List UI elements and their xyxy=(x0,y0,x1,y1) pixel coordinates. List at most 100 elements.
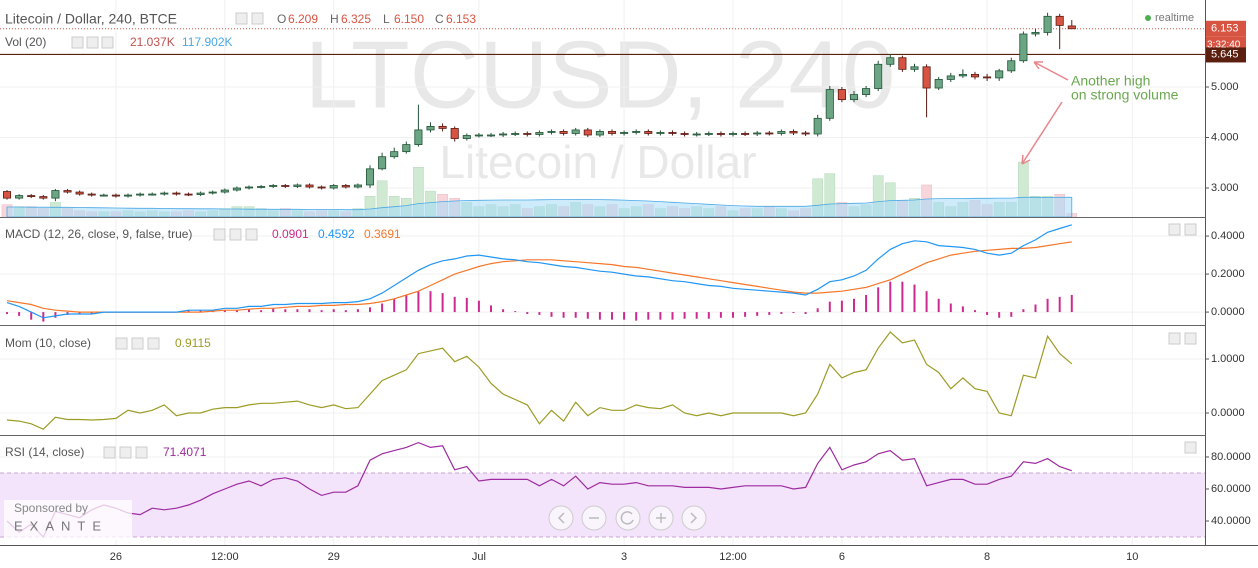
icon-eye[interactable] xyxy=(103,446,116,459)
icon-close[interactable] xyxy=(101,36,114,49)
macd-legend-name: MACD (12, 26, close, 9, false, true) xyxy=(5,227,192,241)
ohlc-legend-value: 6.150 xyxy=(394,12,424,26)
marks-layer xyxy=(0,12,1205,539)
candle-body xyxy=(970,73,980,78)
candle-body xyxy=(184,193,193,196)
icon-pane-up[interactable] xyxy=(1168,223,1181,236)
sponsor-label: Sponsored by xyxy=(14,501,88,515)
candle-body xyxy=(874,63,883,89)
candle-body xyxy=(499,133,508,136)
y-tick-label: 1.0000 xyxy=(1211,353,1245,365)
candle-body xyxy=(656,132,665,134)
icon-settings[interactable] xyxy=(229,228,242,241)
ohlc-legend-key: H xyxy=(330,12,339,26)
candle-body xyxy=(789,131,798,134)
candle-body xyxy=(136,193,145,196)
candle-body xyxy=(365,168,375,186)
candle-body xyxy=(51,190,60,199)
x-tick-label: 10 xyxy=(1126,551,1138,563)
icon-eye[interactable] xyxy=(71,36,84,49)
y-tick-label: 0.2000 xyxy=(1211,268,1245,280)
candle-body xyxy=(426,126,435,131)
x-tick-label: 12:00 xyxy=(211,551,239,563)
candle-body xyxy=(813,117,822,135)
candle-body xyxy=(111,194,120,197)
candle-body xyxy=(595,131,604,136)
candle-body xyxy=(765,132,774,135)
icon-close[interactable] xyxy=(245,228,258,241)
legend-icons xyxy=(71,12,1197,459)
y-tick-label: 60.0000 xyxy=(1211,483,1251,495)
candle-body xyxy=(922,66,931,89)
icon-eye[interactable] xyxy=(213,228,226,241)
frame-layer: Sponsored by EXANTE xyxy=(0,0,1258,546)
nav-left[interactable] xyxy=(548,505,574,531)
candle-body xyxy=(716,133,725,135)
glyph xyxy=(656,513,666,523)
ohlc-legend-value: 6.325 xyxy=(341,12,371,26)
candle-body xyxy=(583,129,592,136)
icon-pane-up[interactable] xyxy=(1168,332,1181,345)
volume-ma-area xyxy=(6,196,1073,218)
candle-body xyxy=(898,57,907,70)
candle-body xyxy=(402,144,411,153)
candle-body xyxy=(1055,15,1064,26)
icon-pane-up[interactable] xyxy=(1184,441,1197,454)
icon-close[interactable] xyxy=(147,337,160,350)
candle-body xyxy=(728,133,738,135)
chart-title: Litecoin / Dollar, 240, BTCE xyxy=(5,11,177,27)
candle-body xyxy=(801,132,810,135)
candle-body xyxy=(486,134,496,137)
glyph xyxy=(620,511,634,525)
candle-body xyxy=(232,187,241,191)
glyph xyxy=(690,512,698,524)
candle-body xyxy=(934,79,943,89)
icon-pane-down[interactable] xyxy=(1184,332,1197,345)
nav-right[interactable] xyxy=(681,505,707,531)
candle-body xyxy=(559,131,568,134)
icon-eye[interactable] xyxy=(235,12,248,25)
icon-pane-down[interactable] xyxy=(1184,223,1197,236)
icon-settings[interactable] xyxy=(119,446,132,459)
x-tick-label: Jul xyxy=(472,551,486,563)
volume-legend-name: Vol (20) xyxy=(5,35,46,49)
nav-glyphs xyxy=(557,511,698,525)
x-tick-label: 26 xyxy=(110,551,122,563)
indicator-line xyxy=(6,331,1073,430)
candle-body xyxy=(995,70,1004,79)
histogram-legend-value: 0.0901 xyxy=(272,227,309,241)
y-tick-label: 80.0000 xyxy=(1211,451,1251,463)
watermark: LTCUSD, 240 xyxy=(305,21,895,128)
status: realtime xyxy=(1155,12,1194,24)
candle-body xyxy=(281,185,290,187)
candle-body xyxy=(1043,15,1052,33)
candle-body xyxy=(462,135,471,139)
x-tick-label: 3 xyxy=(621,551,627,563)
icon-settings[interactable] xyxy=(86,36,99,49)
candle-body xyxy=(390,151,399,158)
text-layer: Litecoin / Dollar, 240, BTCE realtime Vo… xyxy=(5,11,1194,459)
rsi-legend-name: RSI (14, close) xyxy=(5,445,84,459)
icon-close[interactable] xyxy=(135,446,148,459)
icon-eye[interactable] xyxy=(115,337,128,350)
nav-reset[interactable] xyxy=(615,505,641,531)
y-tick-label: 0.0000 xyxy=(1211,306,1245,318)
candle-body xyxy=(317,186,326,189)
candle-body xyxy=(777,131,786,134)
watermark-layer: LTCUSD, 240 Litecoin / Dollar xyxy=(305,21,895,188)
icon-settings[interactable] xyxy=(251,12,264,25)
ohlc-legend-value: 6.209 xyxy=(288,12,318,26)
status-dot xyxy=(1145,15,1151,21)
candle-body xyxy=(257,186,266,188)
icon-settings[interactable] xyxy=(131,337,144,350)
candle-body xyxy=(535,132,544,135)
signal-line xyxy=(6,241,1072,313)
candle-body xyxy=(269,185,278,187)
candle-body xyxy=(571,129,580,134)
annotation: Another high xyxy=(1071,73,1150,89)
candle-body xyxy=(160,192,169,195)
signal-legend-value: 0.3691 xyxy=(364,227,401,241)
candle-body xyxy=(607,131,617,134)
candle-body xyxy=(196,192,205,195)
